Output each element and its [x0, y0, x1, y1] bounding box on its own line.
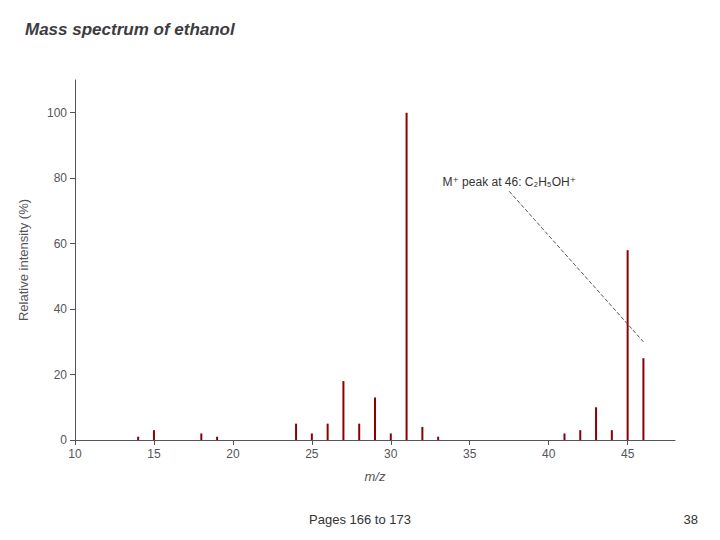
svg-text:38: 38 [684, 512, 698, 527]
svg-text:45: 45 [621, 447, 635, 461]
svg-text:Mass spectrum of ethanol: Mass spectrum of ethanol [25, 20, 236, 39]
svg-text:40: 40 [542, 447, 556, 461]
svg-text:80: 80 [54, 171, 68, 185]
svg-text:40: 40 [54, 302, 68, 316]
svg-text:10: 10 [68, 447, 82, 461]
svg-text:Relative intensity (%): Relative intensity (%) [16, 199, 31, 321]
svg-text:m/z: m/z [365, 469, 386, 484]
svg-text:20: 20 [54, 368, 68, 382]
svg-text:35: 35 [463, 447, 477, 461]
svg-text:60: 60 [54, 237, 68, 251]
svg-text:30: 30 [384, 447, 398, 461]
svg-text:15: 15 [147, 447, 161, 461]
svg-text:0: 0 [60, 433, 67, 447]
svg-text:100: 100 [47, 106, 67, 120]
svg-text:20: 20 [226, 447, 240, 461]
svg-text:M⁺ peak at 46: C₂H₅OH⁺: M⁺ peak at 46: C₂H₅OH⁺ [442, 175, 576, 189]
svg-text:Pages 166 to 173: Pages 166 to 173 [309, 512, 411, 527]
svg-text:25: 25 [305, 447, 319, 461]
